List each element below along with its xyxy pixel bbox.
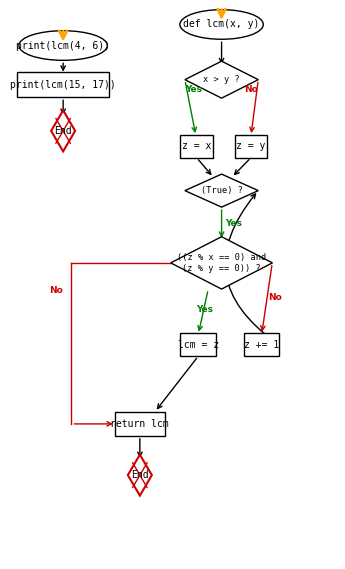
FancyBboxPatch shape [17, 72, 109, 97]
Text: print(lcm(4, 6)): print(lcm(4, 6)) [16, 40, 110, 51]
Text: No: No [50, 286, 63, 295]
FancyBboxPatch shape [115, 412, 165, 436]
Text: No: No [268, 292, 282, 302]
Text: End: End [131, 470, 149, 480]
FancyBboxPatch shape [244, 333, 279, 356]
Text: z = x: z = x [182, 141, 211, 151]
Ellipse shape [180, 10, 263, 39]
Polygon shape [185, 61, 258, 98]
Text: (True) ?: (True) ? [200, 186, 243, 195]
FancyBboxPatch shape [235, 135, 267, 158]
Ellipse shape [19, 31, 107, 60]
Polygon shape [128, 455, 152, 496]
Text: z = y: z = y [236, 141, 266, 151]
Polygon shape [51, 110, 75, 151]
FancyBboxPatch shape [180, 333, 216, 356]
Text: print(lcm(15, 17)): print(lcm(15, 17)) [10, 80, 116, 90]
Text: Yes: Yes [185, 85, 202, 94]
Text: z += 1: z += 1 [244, 340, 279, 350]
Text: Yes: Yes [225, 219, 242, 228]
Polygon shape [171, 237, 273, 289]
Text: ((z % x == 0) and
(z % y == 0)) ?: ((z % x == 0) and (z % y == 0)) ? [177, 253, 266, 273]
FancyBboxPatch shape [180, 135, 213, 158]
Text: return lcm: return lcm [110, 419, 169, 429]
Text: def lcm(x, y): def lcm(x, y) [184, 19, 260, 30]
Text: x > y ?: x > y ? [203, 75, 240, 84]
Polygon shape [185, 174, 258, 207]
Text: End: End [54, 126, 72, 136]
Text: No: No [244, 85, 257, 94]
Text: lcm = z: lcm = z [178, 340, 219, 350]
Text: Yes: Yes [196, 305, 213, 314]
